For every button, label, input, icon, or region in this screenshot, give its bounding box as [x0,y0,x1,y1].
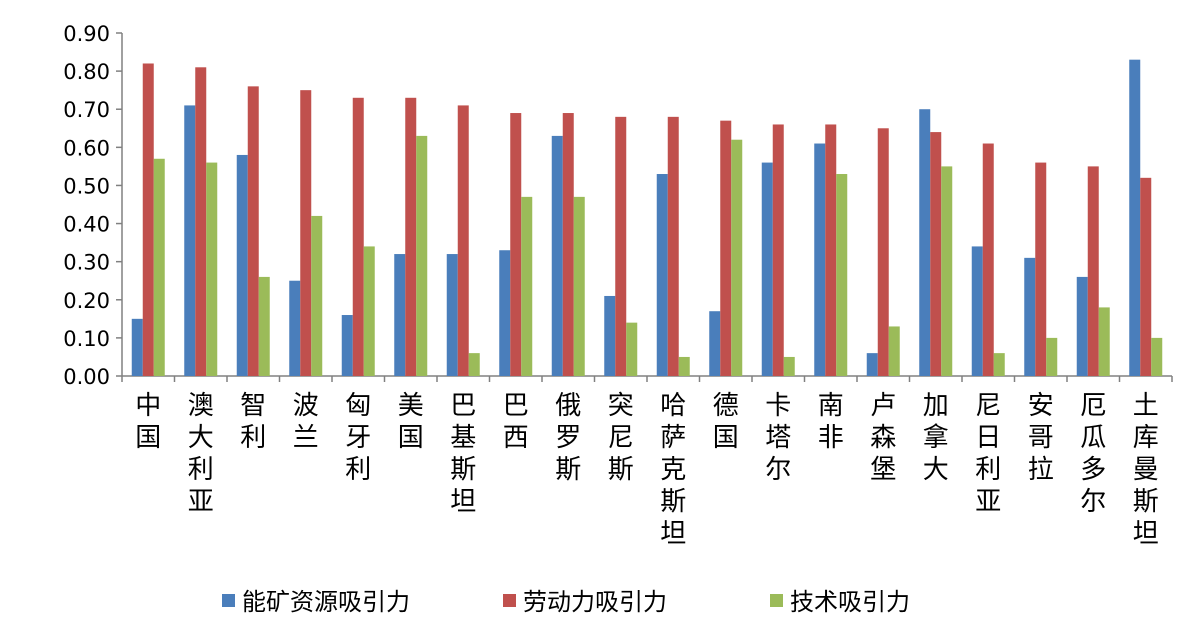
bar [1140,177,1152,376]
bar [731,139,743,376]
x-tick-label: 波兰 [293,391,319,453]
bar [971,246,983,376]
x-tick-label: 南非 [818,391,844,453]
bar [457,105,469,377]
bar [142,63,154,376]
x-tick-label: 美国 [398,391,424,453]
x-tick-label: 安哥拉 [1028,391,1054,485]
bar [814,143,826,376]
bar [247,86,259,376]
x-tick-label: 尼日利亚 [975,391,1001,517]
bar [982,143,994,376]
x-tick-label: 哈萨克斯坦 [660,391,686,549]
bar [667,116,679,376]
bar [783,356,795,376]
y-tick-label: 0.90 [63,22,110,46]
bar [1046,337,1058,376]
bar [551,135,563,376]
bar [258,276,270,376]
legend-swatch [222,594,235,607]
bar [206,162,218,376]
y-tick-label: 0.50 [63,174,110,198]
bar [919,109,931,376]
x-tick-label: 澳大利亚 [188,391,214,517]
bar [468,353,480,376]
x-tick-label: 突尼斯 [608,391,634,485]
bar [941,166,953,376]
x-tick-label: 德国 [713,391,739,453]
bar [510,113,522,377]
bar [1129,59,1141,377]
bar [877,128,889,376]
legend-swatch [770,594,783,607]
x-tick-label: 中国 [135,391,161,453]
bar [562,113,574,377]
bar [195,67,207,377]
bar [993,353,1005,376]
bar [352,97,364,377]
bar [888,326,900,376]
bar [836,174,848,376]
bar [761,162,773,376]
bar [1151,337,1163,376]
y-tick-label: 0.40 [63,213,110,237]
bar [1035,162,1047,376]
bar [604,295,616,376]
y-tick-label: 0.80 [63,60,110,84]
bar [416,135,428,376]
y-tick-label: 0.00 [63,365,110,389]
x-tick-label: 俄罗斯 [555,391,581,485]
bar [405,97,417,377]
bar [363,246,375,376]
bar [866,353,878,376]
bar [1024,257,1036,376]
bar [720,120,732,377]
bar [236,154,248,376]
bar [678,356,690,376]
bar [1087,166,1099,376]
bar [184,105,196,377]
x-tick-label: 加拿大 [923,391,949,485]
x-tick-label: 智利 [240,391,266,453]
bar [930,132,942,376]
bar [446,254,458,376]
bar [311,215,323,376]
bar [394,254,406,376]
y-tick-label: 0.20 [63,289,110,313]
x-tick-label: 卡塔尔 [765,391,791,485]
x-tick-label: 土库曼斯坦 [1133,391,1159,549]
bar [1098,307,1110,376]
x-tick-label: 匈牙利 [345,391,371,485]
bar [341,315,353,376]
y-tick-label: 0.30 [63,251,110,275]
bar [153,158,165,376]
x-tick-label: 卢森堡 [870,391,896,485]
bar [615,116,627,376]
x-tick-label: 巴西 [503,391,529,453]
bar [289,280,301,376]
x-tick-label: 厄瓜多尔 [1080,391,1106,517]
y-tick-label: 0.10 [63,327,110,351]
y-tick-label: 0.70 [63,98,110,122]
legend-swatch [503,594,516,607]
legend-label: 技术吸引力 [790,588,910,616]
bar [656,174,668,376]
bar [709,311,721,376]
x-tick-label: 巴基斯坦 [450,391,476,517]
bar [1076,276,1088,376]
bar [300,90,312,377]
bar [825,124,837,376]
bar [573,196,585,376]
bar [521,196,533,376]
bar [131,318,143,376]
legend-label: 能矿资源吸引力 [242,588,410,616]
bar [499,250,511,376]
y-tick-label: 0.60 [63,136,110,160]
bar [626,322,638,376]
legend-label: 劳动力吸引力 [523,588,667,616]
bar [772,124,784,376]
